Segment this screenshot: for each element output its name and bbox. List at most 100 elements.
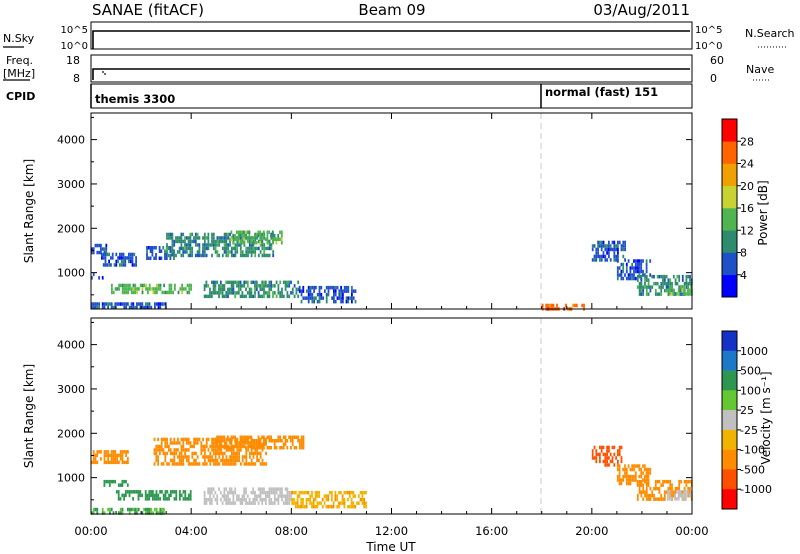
power-colorbar-label: Power [dB]: [756, 180, 770, 245]
velocity-colorbar-tick: 100: [740, 384, 761, 397]
velocity-echo-region: [636, 479, 693, 501]
velocity-y-axis: 1000 2000 3000 4000: [57, 321, 692, 501]
power-colorbar-swatch: [722, 208, 737, 231]
cpid-entry-themis: themis 3300: [95, 92, 175, 106]
velocity-echo-region: [153, 437, 267, 466]
power-colorbar-tick: 20: [740, 180, 754, 193]
cpid-entry-normal: normal (fast) 151: [545, 85, 658, 99]
nsearch-label: N.Search: [745, 27, 795, 40]
freq-tick-low: 8: [73, 72, 80, 85]
power-x-ticks: [90, 113, 693, 309]
power-ylabel: Slant Range [km]: [22, 159, 36, 263]
velocity-echo-region: [591, 445, 623, 467]
power-colorbar-swatch: [722, 119, 737, 142]
power-data: [91, 230, 693, 311]
velocity-colorbar-tick: -1000: [740, 483, 772, 496]
time-tick-label: 16:00: [475, 524, 508, 538]
velocity-colorbar-swatch: [722, 390, 737, 411]
freq-unit-label: [MHz]: [3, 67, 35, 80]
power-echo-region: [91, 302, 167, 310]
velocity-colorbar-swatch: [722, 331, 737, 352]
power-colorbar-tick: 16: [740, 202, 754, 215]
velocity-colorbar-swatch: [722, 489, 737, 510]
velocity-ytick-label: 2000: [57, 427, 85, 440]
noise-tick-low-right: 10^0: [695, 41, 722, 52]
velocity-echo-region: [667, 490, 693, 501]
noise-panel: N.Sky 10^5 10^0 10^5 10^0 N.Search: [3, 21, 795, 52]
velocity-echo-region: [91, 507, 165, 515]
frequency-trace: [92, 68, 690, 80]
beam-label: Beam 09: [358, 1, 425, 19]
power-ytick-label: 1000: [57, 267, 85, 280]
power-echo-region: [667, 285, 693, 296]
power-colorbar: 4 8 12 16 20 24 28: [721, 118, 754, 298]
velocity-colorbar-swatch: [722, 429, 737, 450]
power-echo-region: [591, 240, 626, 262]
power-echo-region: [101, 252, 137, 267]
time-tick-label: 04:00: [175, 524, 208, 538]
cpid-strip: CPID themis 3300 normal (fast) 151: [6, 83, 693, 109]
velocity-colorbar-swatch: [722, 469, 737, 490]
power-echo-region: [228, 230, 283, 245]
velocity-colorbar-swatch: [722, 410, 737, 431]
power-echo-region: [91, 272, 104, 280]
velocity-ytick-label: 4000: [57, 339, 85, 352]
nsky-label: N.Sky: [3, 32, 35, 45]
power-colorbar-tick: 4: [740, 269, 747, 282]
power-colorbar-swatch: [722, 141, 737, 164]
velocity-colorbar: 1000 500 100 25 -25 -100 -500 -1000: [721, 330, 772, 510]
velocity-colorbar-tick: 500: [740, 365, 761, 378]
velocity-x-ticks: [90, 318, 693, 514]
power-colorbar-swatch: [722, 252, 737, 276]
nave-tick-high: 60: [710, 54, 724, 67]
velocity-echo-region: [91, 450, 129, 465]
noise-tick-high-right: 10^5: [695, 25, 722, 36]
time-tick-label: 08:00: [275, 524, 308, 538]
velocity-colorbar-tick: -25: [740, 424, 758, 437]
velocity-colorbar-swatch: [722, 350, 737, 371]
noise-tick-high-left: 10^5: [61, 25, 88, 36]
velocity-data: [91, 435, 693, 515]
noise-tick-low-left: 10^0: [61, 41, 88, 52]
velocity-echo-region: [203, 487, 292, 505]
power-y-axis: 1000 2000 3000 4000: [57, 116, 692, 296]
power-echo-region: [111, 283, 192, 295]
time-tick-label: 12:00: [375, 524, 408, 538]
velocity-echo-region: [103, 479, 129, 487]
power-colorbar-swatch: [722, 163, 737, 187]
power-colorbar-tick: 8: [740, 247, 747, 260]
velocity-colorbar-tick: 1000: [740, 345, 768, 358]
velocity-panel: 1000 2000 3000 4000 Slant Range [km] 1000 50…: [22, 317, 773, 515]
velocity-ytick-label: 3000: [57, 383, 85, 396]
power-echo-region: [203, 280, 300, 299]
power-ytick-label: 4000: [57, 134, 85, 147]
power-echo-region: [616, 259, 652, 281]
power-ytick-label: 2000: [57, 222, 85, 235]
time-tick-label: 00:00: [675, 524, 708, 538]
nave-label: Nave: [746, 63, 774, 76]
velocity-colorbar-tick: 25: [740, 404, 754, 417]
power-colorbar-tick: 12: [740, 224, 754, 237]
velocity-colorbar-swatch: [722, 370, 737, 391]
velocity-echo-region: [291, 490, 367, 509]
velocity-ytick-label: 1000: [57, 472, 85, 485]
power-panel: 1000 2000 3000 4000 Slant Range [km] 4 8 12 16…: [22, 112, 770, 311]
velocity-echo-region: [116, 490, 192, 501]
velocity-ylabel: Slant Range [km]: [22, 364, 36, 468]
power-colorbar-tick: 28: [740, 135, 754, 148]
velocity-colorbar-tick: -500: [740, 463, 765, 476]
time-axis-title: Time UT: [365, 540, 416, 554]
time-tick-label: 20:00: [575, 524, 608, 538]
power-colorbar-swatch: [722, 230, 737, 253]
cpid-label: CPID: [6, 90, 35, 103]
plot-title: SANAE (fitACF): [92, 1, 204, 19]
velocity-colorbar-tick: -100: [740, 444, 765, 457]
power-echo-region: [166, 232, 275, 258]
power-ytick-label: 3000: [57, 178, 85, 191]
power-echo-region: [298, 285, 357, 304]
freq-label: Freq.: [6, 54, 33, 67]
power-colorbar-swatch: [722, 185, 737, 209]
power-colorbar-swatch: [722, 274, 737, 298]
date-label: 03/Aug/2011: [593, 1, 690, 19]
